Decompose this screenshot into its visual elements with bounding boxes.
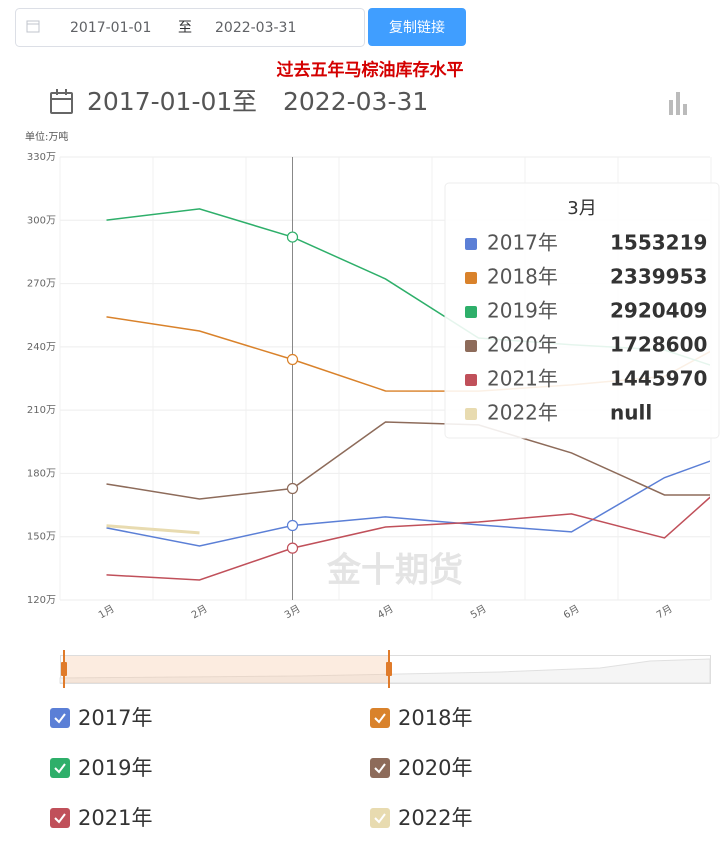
hover-point bbox=[286, 353, 299, 366]
chart-title: 过去五年马棕油库存水平 bbox=[277, 60, 464, 81]
header-separator: 至 bbox=[232, 87, 257, 116]
y-tick-label: 120万 bbox=[27, 595, 56, 606]
legend-label[interactable]: 2019年 bbox=[78, 756, 152, 780]
legend-checkbox[interactable] bbox=[370, 808, 390, 828]
tooltip-name: 2022年 bbox=[487, 401, 558, 425]
hover-point bbox=[286, 231, 299, 243]
legend-check bbox=[374, 763, 386, 774]
tooltip-title: 3月 bbox=[567, 198, 596, 219]
legend-label[interactable]: 2022年 bbox=[398, 806, 472, 830]
x-tick-label: 4月 bbox=[375, 603, 395, 622]
legend-label[interactable]: 2017年 bbox=[78, 706, 152, 730]
tooltip-name: 2021年 bbox=[487, 367, 558, 391]
header-end: 2022-03-31 bbox=[283, 87, 428, 116]
tooltip-swatch bbox=[465, 306, 477, 318]
range-separator: 至 bbox=[178, 20, 192, 36]
tooltip-value: 2920409 bbox=[610, 299, 707, 323]
copy-button-label[interactable]: 复制链接 bbox=[389, 19, 445, 36]
series-line bbox=[106, 421, 710, 500]
legend-check bbox=[54, 713, 66, 724]
legend-label[interactable]: 2020年 bbox=[398, 756, 472, 780]
tooltip-swatch bbox=[465, 374, 477, 386]
tooltip-value: 2339953 bbox=[610, 265, 707, 289]
calendar-icon bbox=[26, 20, 40, 33]
hover-point bbox=[286, 542, 299, 554]
legend-check bbox=[374, 713, 386, 724]
y-tick-label: 240万 bbox=[27, 342, 56, 353]
legend-label[interactable]: 2021年 bbox=[78, 806, 152, 830]
watermark: 金十期货 bbox=[326, 551, 463, 591]
x-tick-label: 3月 bbox=[282, 603, 302, 622]
tooltip-value: 1728600 bbox=[610, 333, 707, 357]
x-tick-label: 2月 bbox=[189, 603, 209, 622]
chart-type-icon[interactable] bbox=[669, 92, 687, 115]
y-tick-label: 150万 bbox=[27, 532, 56, 543]
x-tick-label: 1月 bbox=[96, 603, 116, 622]
y-tick-label: 330万 bbox=[27, 152, 56, 163]
legend-checkbox[interactable] bbox=[50, 758, 70, 778]
tooltip-value: 1445970 bbox=[610, 367, 707, 391]
tooltip-name: 2020年 bbox=[487, 333, 558, 357]
tooltip-swatch bbox=[465, 238, 477, 250]
x-tick-label: 6月 bbox=[561, 603, 581, 622]
y-tick-label: 270万 bbox=[27, 279, 56, 290]
legend-check bbox=[54, 813, 66, 824]
legend-checkbox[interactable] bbox=[370, 708, 390, 728]
tooltip-value: null bbox=[610, 401, 652, 425]
hover-point bbox=[286, 519, 299, 532]
legend-check bbox=[374, 813, 386, 824]
legend-label[interactable]: 2018年 bbox=[398, 706, 472, 730]
end-date[interactable]: 2022-03-31 bbox=[215, 20, 296, 36]
y-tick-label: 300万 bbox=[27, 215, 56, 226]
copy-button[interactable] bbox=[368, 8, 466, 46]
start-date[interactable]: 2017-01-01 bbox=[70, 20, 151, 36]
y-tick-label: 180万 bbox=[27, 468, 56, 479]
series-line bbox=[106, 524, 200, 535]
date-range-input[interactable] bbox=[15, 8, 365, 47]
legend-checkbox[interactable] bbox=[50, 808, 70, 828]
legend-checkbox[interactable] bbox=[50, 708, 70, 728]
header-calendar-icon bbox=[50, 89, 73, 114]
x-tick-label: 5月 bbox=[468, 603, 488, 622]
tooltip-value: 1553219 bbox=[610, 231, 707, 255]
legend-checkbox[interactable] bbox=[370, 758, 390, 778]
legend-check bbox=[54, 763, 66, 774]
slider[interactable] bbox=[59, 650, 711, 688]
x-tick-label: 7月 bbox=[654, 603, 674, 622]
tooltip bbox=[444, 182, 720, 439]
tooltip-swatch bbox=[465, 272, 477, 284]
header-start: 2017-01-01 bbox=[87, 87, 232, 116]
hover-point bbox=[286, 482, 299, 495]
y-axis-unit: 单位:万吨 bbox=[25, 130, 68, 143]
series-line bbox=[106, 496, 710, 581]
series-line bbox=[106, 460, 710, 547]
y-tick-label: 210万 bbox=[27, 405, 56, 416]
tooltip-swatch bbox=[465, 408, 477, 420]
plot-lines bbox=[106, 208, 710, 581]
tooltip-name: 2018年 bbox=[487, 265, 558, 289]
tooltip-name: 2017年 bbox=[487, 231, 558, 255]
tooltip-name: 2019年 bbox=[487, 299, 558, 323]
tooltip-swatch bbox=[465, 340, 477, 352]
